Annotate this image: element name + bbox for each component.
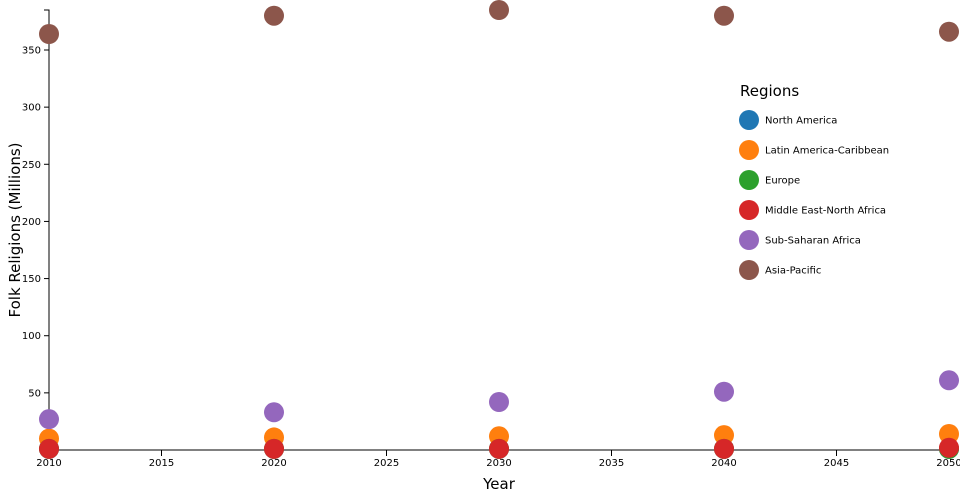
- y-tick-label: 100: [22, 331, 41, 342]
- y-axis-line: [44, 9, 50, 451]
- legend-entry: Latin America-Caribbean: [765, 146, 889, 157]
- legend-entry: Europe: [765, 176, 800, 187]
- x-tick-label: 2040: [711, 458, 736, 469]
- data-point: [264, 402, 284, 423]
- x-tick-label: 2045: [824, 458, 849, 469]
- legend-swatch: [739, 200, 759, 220]
- data-point: [714, 5, 734, 26]
- legend-swatch: [739, 110, 759, 130]
- legend-entry: Middle East-North Africa: [765, 206, 886, 217]
- x-tick-label: 2010: [36, 458, 61, 469]
- data-point: [39, 409, 59, 430]
- y-tick-label: 150: [22, 274, 41, 285]
- y-tick-label: 200: [22, 217, 41, 228]
- legend-entry: Sub-Saharan Africa: [765, 236, 861, 247]
- x-axis-title: Year: [482, 475, 516, 493]
- data-point: [939, 424, 959, 444]
- data-point: [939, 21, 959, 42]
- x-tick-label: 2030: [486, 458, 511, 469]
- x-tick-label: 2025: [374, 458, 399, 469]
- y-tick-label: 250: [22, 160, 41, 171]
- data-point: [489, 392, 509, 412]
- data-point: [39, 438, 59, 459]
- legend-swatch: [739, 140, 759, 160]
- data-point: [714, 425, 734, 446]
- legend-title: Regions: [740, 82, 799, 100]
- legend-swatch: [739, 170, 759, 190]
- legend: Regions North America Latin America-Carib…: [739, 82, 889, 280]
- y-tick-label: 50: [28, 388, 41, 399]
- data-point: [264, 438, 284, 459]
- y-tick-label: 350: [22, 46, 41, 57]
- y-tick-label: 300: [22, 103, 41, 114]
- legend-swatch: [739, 260, 759, 280]
- data-point: [939, 437, 959, 458]
- data-point: [714, 381, 734, 402]
- legend-entry: North America: [765, 116, 837, 127]
- data-point: [714, 438, 734, 459]
- data-point: [489, 438, 509, 459]
- data-point: [489, 0, 509, 20]
- y-axis: 50 100 150 200 250 300 350: [22, 9, 50, 451]
- x-tick-label: 2050: [936, 458, 960, 469]
- legend-entry: Asia-Pacific: [765, 266, 821, 277]
- x-tick-label: 2020: [261, 458, 286, 469]
- data-point: [39, 24, 59, 44]
- data-point: [264, 5, 284, 26]
- data-points: [39, 0, 959, 459]
- data-point: [939, 370, 959, 391]
- x-tick-label: 2035: [599, 458, 624, 469]
- x-tick-label: 2015: [149, 458, 174, 469]
- y-axis-title: Folk Religions (Millions): [6, 143, 24, 318]
- legend-swatch: [739, 230, 759, 250]
